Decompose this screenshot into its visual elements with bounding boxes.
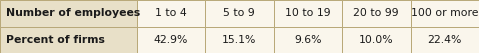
FancyBboxPatch shape — [205, 26, 274, 53]
FancyBboxPatch shape — [411, 0, 479, 26]
FancyBboxPatch shape — [342, 0, 411, 26]
Text: 42.9%: 42.9% — [154, 35, 188, 45]
FancyBboxPatch shape — [342, 26, 411, 53]
FancyBboxPatch shape — [205, 0, 274, 26]
Text: 15.1%: 15.1% — [222, 35, 256, 45]
Text: 9.6%: 9.6% — [294, 35, 321, 45]
FancyBboxPatch shape — [0, 0, 137, 26]
Text: 22.4%: 22.4% — [428, 35, 462, 45]
Text: 1 to 4: 1 to 4 — [155, 8, 187, 18]
Text: 100 or more: 100 or more — [411, 8, 479, 18]
FancyBboxPatch shape — [0, 26, 137, 53]
Text: 5 to 9: 5 to 9 — [223, 8, 255, 18]
Text: Number of employees: Number of employees — [6, 8, 140, 18]
Text: 20 to 99: 20 to 99 — [354, 8, 399, 18]
FancyBboxPatch shape — [137, 26, 205, 53]
FancyBboxPatch shape — [411, 26, 479, 53]
FancyBboxPatch shape — [274, 26, 342, 53]
FancyBboxPatch shape — [137, 0, 205, 26]
FancyBboxPatch shape — [274, 0, 342, 26]
Text: Percent of firms: Percent of firms — [6, 35, 104, 45]
Text: 10.0%: 10.0% — [359, 35, 394, 45]
Text: 10 to 19: 10 to 19 — [285, 8, 331, 18]
